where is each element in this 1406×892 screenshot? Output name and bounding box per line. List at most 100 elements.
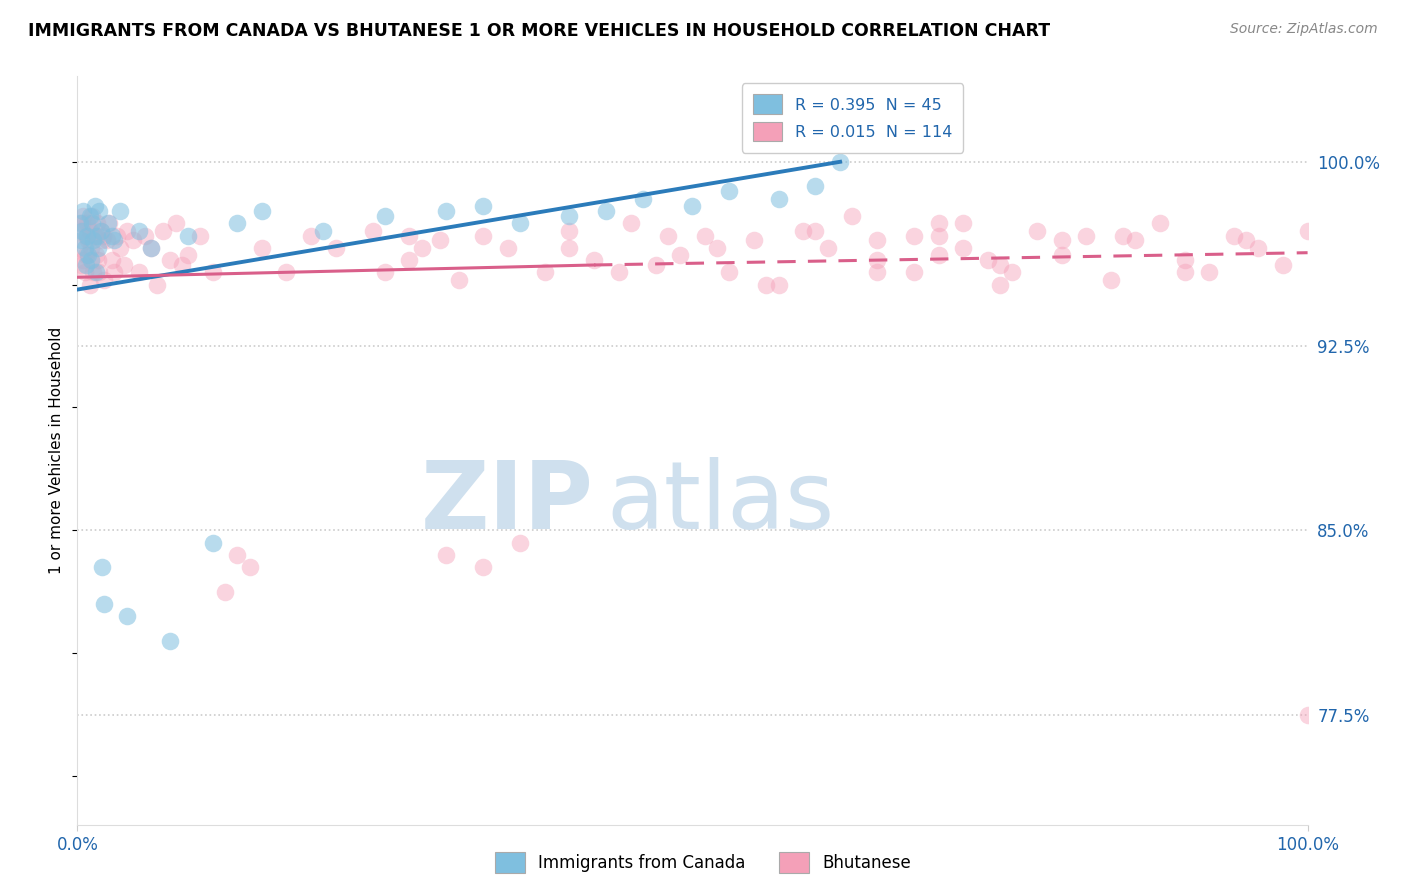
Point: [509, 216, 531, 230]
Point: [411, 241, 433, 255]
Point: [76, 216, 98, 230]
Point: [188, 228, 212, 243]
Text: IMMIGRANTS FROM CANADA VS BHUTANESE 1 OR MORE VEHICLES IN HOUSEHOLD CORRELATION : IMMIGRANTS FROM CANADA VS BHUTANESE 1 OR…: [28, 22, 1050, 40]
Point: [768, 277, 790, 292]
Point: [682, 199, 704, 213]
Point: [866, 265, 889, 279]
Point: [93, 597, 115, 611]
Point: [159, 633, 181, 648]
Point: [325, 241, 347, 255]
Point: [89, 203, 111, 218]
Point: [86, 228, 108, 243]
Point: [128, 265, 150, 279]
Point: [558, 241, 581, 255]
Text: Source: ZipAtlas.com: Source: ZipAtlas.com: [1230, 22, 1378, 37]
Point: [91, 228, 114, 243]
Point: [436, 548, 458, 562]
Point: [80, 241, 103, 255]
Point: [103, 265, 125, 279]
Point: [90, 234, 114, 248]
Point: [1050, 248, 1073, 262]
Text: atlas: atlas: [606, 457, 835, 549]
Point: [201, 265, 224, 279]
Point: [657, 228, 679, 243]
Point: [146, 277, 169, 292]
Point: [75, 248, 97, 262]
Point: [239, 560, 262, 574]
Point: [73, 241, 96, 255]
Point: [77, 234, 100, 248]
Point: [96, 234, 118, 248]
Point: [79, 209, 101, 223]
Point: [1296, 707, 1319, 722]
Point: [112, 258, 135, 272]
Point: [558, 209, 581, 223]
Text: ZIP: ZIP: [422, 457, 595, 549]
Point: [115, 609, 138, 624]
Point: [90, 224, 112, 238]
Point: [1050, 234, 1073, 248]
Point: [534, 265, 557, 279]
Point: [115, 224, 138, 238]
Point: [97, 216, 120, 230]
Point: [82, 265, 104, 279]
Point: [1149, 216, 1171, 230]
Point: [103, 234, 125, 248]
Point: [361, 224, 384, 238]
Point: [1223, 228, 1246, 243]
Point: [841, 209, 863, 223]
Point: [952, 241, 974, 255]
Point: [83, 228, 105, 243]
Point: [1099, 273, 1122, 287]
Point: [804, 224, 827, 238]
Point: [276, 265, 298, 279]
Point: [988, 258, 1011, 272]
Point: [693, 228, 716, 243]
Point: [201, 535, 224, 549]
Point: [90, 560, 114, 574]
Point: [866, 253, 889, 268]
Point: [472, 199, 495, 213]
Point: [69, 224, 91, 238]
Point: [928, 228, 950, 243]
Point: [952, 216, 974, 230]
Legend: R = 0.395  N = 45, R = 0.015  N = 114: R = 0.395 N = 45, R = 0.015 N = 114: [742, 83, 963, 153]
Point: [77, 248, 100, 262]
Point: [558, 224, 581, 238]
Point: [1247, 241, 1270, 255]
Point: [1174, 265, 1197, 279]
Point: [128, 224, 150, 238]
Point: [472, 560, 495, 574]
Point: [607, 265, 630, 279]
Point: [70, 224, 93, 238]
Point: [644, 258, 666, 272]
Point: [977, 253, 1000, 268]
Point: [312, 224, 335, 238]
Point: [73, 265, 96, 279]
Point: [72, 209, 94, 223]
Point: [141, 241, 163, 255]
Point: [141, 241, 163, 255]
Point: [299, 228, 322, 243]
Point: [226, 548, 249, 562]
Point: [75, 258, 97, 272]
Point: [177, 228, 200, 243]
Point: [1234, 234, 1257, 248]
Point: [250, 203, 273, 218]
Point: [86, 216, 108, 230]
Point: [67, 241, 90, 255]
Point: [447, 273, 470, 287]
Point: [792, 224, 814, 238]
Point: [134, 228, 156, 243]
Point: [1296, 224, 1319, 238]
Point: [70, 216, 93, 230]
Point: [903, 228, 925, 243]
Point: [398, 228, 420, 243]
Point: [80, 253, 103, 268]
Point: [509, 535, 531, 549]
Point: [70, 234, 93, 248]
Point: [620, 216, 643, 230]
Point: [398, 253, 420, 268]
Point: [742, 234, 765, 248]
Point: [1026, 224, 1049, 238]
